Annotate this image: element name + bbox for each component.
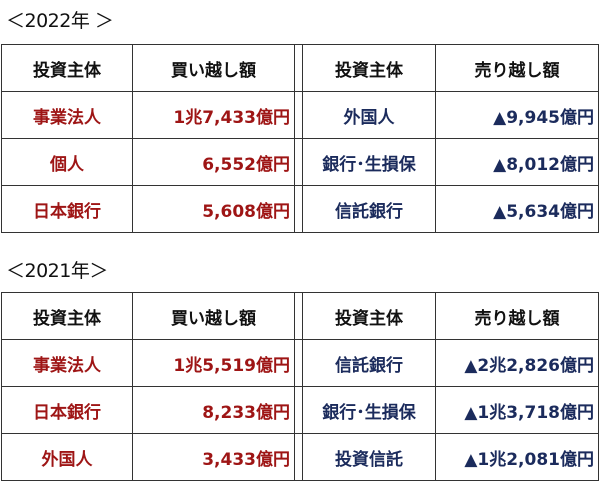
divider [294,292,303,340]
table-row: 事業法人 1兆5,519億円 信託銀行 ▲2兆2,826億円 [1,339,599,387]
header-net-buy: 買い越し額 [132,44,295,92]
sell-amount: ▲2兆2,826億円 [435,339,599,387]
title-2022: ＜2022年 ＞ [6,10,114,32]
table-row: 日本銀行 8,233億円 銀行･生損保 ▲1兆3,718億円 [1,386,599,434]
divider [294,386,303,434]
buy-amount: 3,433億円 [132,433,295,481]
table-row: 日本銀行 5,608億円 信託銀行 ▲5,634億円 [1,185,599,233]
sell-amount: ▲8,012億円 [435,138,599,186]
divider [294,185,303,233]
buyer-name: 事業法人 [1,91,133,139]
header-investor: 投資主体 [1,44,133,92]
buyer-name: 事業法人 [1,339,133,387]
seller-name: 信託銀行 [302,185,436,233]
buy-amount: 5,608億円 [132,185,295,233]
header-net-buy: 買い越し額 [132,292,295,340]
header-investor: 投資主体 [302,44,436,92]
table-2022: 投資主体 買い越し額 投資主体 売り越し額 事業法人 1兆7,433億円 外国人… [1,44,599,233]
header-net-sell: 売り越し額 [435,44,599,92]
buy-amount: 1兆7,433億円 [132,91,295,139]
table-row: 個人 6,552億円 銀行･生損保 ▲8,012億円 [1,138,599,186]
header-net-sell: 売り越し額 [435,292,599,340]
seller-name: 信託銀行 [302,339,436,387]
seller-name: 銀行･生損保 [302,386,436,434]
buyer-name: 日本銀行 [1,185,133,233]
seller-name: 外国人 [302,91,436,139]
header-investor: 投資主体 [1,292,133,340]
buy-amount: 1兆5,519億円 [132,339,295,387]
seller-name: 投資信託 [302,433,436,481]
title-2021: ＜2021年＞ [6,260,108,282]
sell-amount: ▲5,634億円 [435,185,599,233]
divider [294,433,303,481]
buyer-name: 外国人 [1,433,133,481]
table-row: 外国人 3,433億円 投資信託 ▲1兆2,081億円 [1,433,599,481]
table-row: 事業法人 1兆7,433億円 外国人 ▲9,945億円 [1,91,599,139]
buyer-name: 日本銀行 [1,386,133,434]
divider [294,138,303,186]
header-investor: 投資主体 [302,292,436,340]
divider [294,339,303,387]
divider [294,44,303,92]
sell-amount: ▲9,945億円 [435,91,599,139]
divider [294,91,303,139]
buyer-name: 個人 [1,138,133,186]
table-2021: 投資主体 買い越し額 投資主体 売り越し額 事業法人 1兆5,519億円 信託銀… [1,292,599,481]
buy-amount: 6,552億円 [132,138,295,186]
seller-name: 銀行･生損保 [302,138,436,186]
sell-amount: ▲1兆3,718億円 [435,386,599,434]
table-header-row: 投資主体 買い越し額 投資主体 売り越し額 [1,44,599,92]
table-header-row: 投資主体 買い越し額 投資主体 売り越し額 [1,292,599,340]
sell-amount: ▲1兆2,081億円 [435,433,599,481]
buy-amount: 8,233億円 [132,386,295,434]
